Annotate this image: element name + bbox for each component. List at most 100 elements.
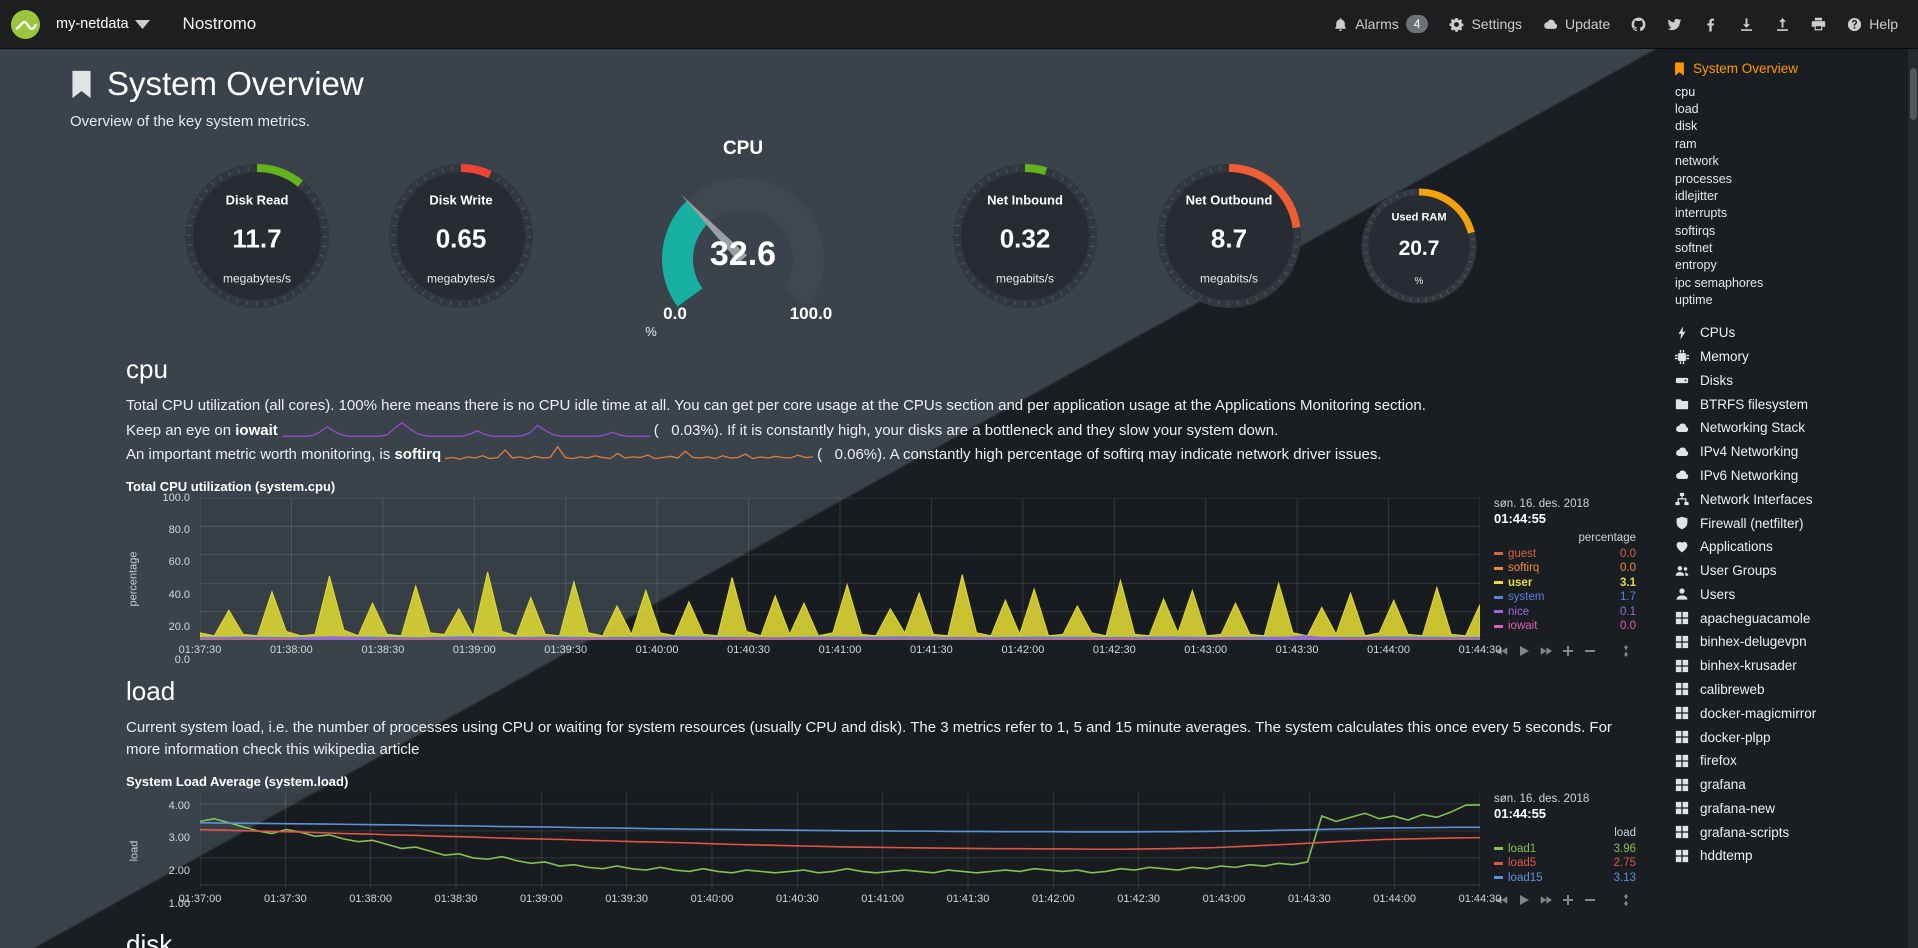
sidebar-subitem-processes[interactable]: processes bbox=[1675, 171, 1732, 186]
chart-pan-forward-button[interactable] bbox=[1540, 894, 1552, 906]
sidebar-subitem-ipc-semaphores[interactable]: ipc semaphores bbox=[1675, 275, 1764, 290]
sidebar-subitem-idlejitter[interactable]: idlejitter bbox=[1675, 188, 1719, 203]
sidebar-item-ipv6-networking[interactable]: IPv6 Networking bbox=[1674, 464, 1904, 488]
update-button[interactable]: Update bbox=[1543, 16, 1610, 32]
alarms-button[interactable]: Alarms 4 bbox=[1333, 15, 1429, 33]
cpu-gauge[interactable]: CPU 32.6 0.0 100.0% bbox=[598, 138, 888, 338]
chart-plot-area[interactable] bbox=[200, 792, 1480, 889]
help-button[interactable]: Help bbox=[1847, 16, 1898, 32]
question-circle-icon bbox=[1847, 17, 1862, 32]
sidebar-item-grafana[interactable]: grafana bbox=[1674, 773, 1904, 797]
sidebar-item-grafana-new[interactable]: grafana-new bbox=[1674, 797, 1904, 821]
sidebar-item-network-interfaces[interactable]: Network Interfaces bbox=[1674, 487, 1904, 511]
chart-resize-handle[interactable] bbox=[1620, 893, 1632, 906]
sidebar-subitem-load[interactable]: load bbox=[1675, 102, 1699, 117]
sidebar-item-docker-plpp[interactable]: docker-plpp bbox=[1674, 725, 1904, 749]
sidebar-item-users[interactable]: Users bbox=[1674, 582, 1904, 606]
legend-entry-iowait[interactable]: iowait 0.0 bbox=[1494, 619, 1636, 634]
sidebar-item-memory[interactable]: Memory bbox=[1674, 345, 1904, 369]
sidebar-item-firewall-netfilter[interactable]: Firewall (netfilter) bbox=[1674, 511, 1904, 535]
window-scrollbar[interactable] bbox=[1908, 49, 1918, 948]
chart-plot-area[interactable] bbox=[200, 497, 1480, 640]
sidebar-item-applications[interactable]: Applications bbox=[1674, 535, 1904, 559]
disk-section-heading: disk bbox=[126, 928, 173, 948]
gauges-row: Disk Read 11.7 megabytes/s Disk Write 0.65 m… bbox=[0, 138, 1662, 338]
sidebar-subitem-softnet[interactable]: softnet bbox=[1675, 241, 1713, 256]
sidebar-item-system-overview[interactable]: System Overview bbox=[1674, 61, 1904, 76]
sidebar-subitem-disk[interactable]: disk bbox=[1675, 119, 1698, 134]
sidebar-subitem-cpu[interactable]: cpu bbox=[1675, 84, 1696, 99]
chart-pan-backward-button[interactable] bbox=[1496, 894, 1508, 906]
sidebar-item-apacheguacamole[interactable]: apacheguacamole bbox=[1674, 606, 1904, 630]
sidebar-item-disks[interactable]: Disks bbox=[1674, 368, 1904, 392]
chart-zoom-in-button[interactable] bbox=[1562, 645, 1574, 657]
github-button[interactable] bbox=[1631, 17, 1646, 32]
legend-entry-softirq[interactable]: softirq 0.0 bbox=[1494, 561, 1636, 576]
sidebar-subitem-ram[interactable]: ram bbox=[1675, 136, 1697, 151]
chart-toolbox bbox=[1494, 644, 1636, 660]
sidebar-item-hddtemp[interactable]: hddtemp bbox=[1674, 844, 1904, 868]
chart-zoom-in-button[interactable] bbox=[1562, 894, 1574, 906]
my-netdata-dropdown[interactable]: my-netdata bbox=[56, 16, 150, 32]
legend-entry-load5[interactable]: load5 2.75 bbox=[1494, 856, 1636, 871]
legend-entry-guest[interactable]: guest 0.0 bbox=[1494, 547, 1636, 562]
sidebar-item-grafana-scripts[interactable]: grafana-scripts bbox=[1674, 820, 1904, 844]
chart-play-button[interactable] bbox=[1518, 645, 1530, 657]
sidebar-subitem-network[interactable]: network bbox=[1675, 154, 1719, 169]
netdata-logo[interactable] bbox=[10, 9, 41, 40]
sidebar-subitem-entropy[interactable]: entropy bbox=[1675, 258, 1717, 273]
grid-icon bbox=[1674, 682, 1690, 696]
legend-swatch bbox=[1494, 595, 1503, 599]
chart-pan-backward-button[interactable] bbox=[1496, 645, 1508, 657]
chart-zoom-out-button[interactable] bbox=[1584, 645, 1596, 657]
scrollbar-thumb[interactable] bbox=[1909, 68, 1917, 120]
net-outbound-gauge[interactable]: Net Outbound 8.7 megabits/s bbox=[1154, 161, 1304, 316]
sidebar-item-networking-stack[interactable]: Networking Stack bbox=[1674, 416, 1904, 440]
chart-play-button[interactable] bbox=[1518, 894, 1530, 906]
grid-icon bbox=[1674, 730, 1690, 744]
disk-read-gauge[interactable]: Disk Read 11.7 megabytes/s bbox=[182, 161, 332, 316]
legend-entry-nice[interactable]: nice 0.1 bbox=[1494, 605, 1636, 620]
download-button[interactable] bbox=[1739, 17, 1754, 32]
twitter-button[interactable] bbox=[1667, 17, 1682, 32]
hostname[interactable]: Nostromo bbox=[182, 14, 257, 33]
sidebar-item-btrfs-filesystem[interactable]: BTRFS filesystem bbox=[1674, 392, 1904, 416]
iowait-note-pre: Keep an eye on bbox=[126, 421, 236, 439]
sidebar-subitem-uptime[interactable]: uptime bbox=[1675, 293, 1713, 308]
sidebar-item-calibreweb[interactable]: calibreweb bbox=[1674, 678, 1904, 702]
sidebar-item-ipv4-networking[interactable]: IPv4 Networking bbox=[1674, 440, 1904, 464]
legend-entry-user[interactable]: user 3.1 bbox=[1494, 576, 1636, 591]
chart-legend[interactable]: søn. 16. des. 2018 01:44:55 load load1 3.96 l… bbox=[1486, 793, 1638, 909]
sidebar-subitem-interrupts[interactable]: interrupts bbox=[1675, 206, 1728, 221]
legend-swatch bbox=[1494, 847, 1503, 851]
sidebar-subitem-softirqs[interactable]: softirqs bbox=[1675, 223, 1716, 238]
disk-write-gauge[interactable]: Disk Write 0.65 megabytes/s bbox=[386, 161, 536, 316]
legend-entry-system[interactable]: system 1.7 bbox=[1494, 590, 1636, 605]
settings-button[interactable]: Settings bbox=[1449, 16, 1522, 32]
legend-entry-load1[interactable]: load1 3.96 bbox=[1494, 842, 1636, 857]
sidebar-item-user-groups[interactable]: User Groups bbox=[1674, 559, 1904, 583]
svg-text:Disk Write: Disk Write bbox=[429, 192, 492, 207]
facebook-button[interactable] bbox=[1703, 17, 1718, 32]
sidebar-item-binhex-delugevpn[interactable]: binhex-delugevpn bbox=[1674, 630, 1904, 654]
cpu-section-heading: cpu bbox=[126, 354, 168, 384]
sidebar-item-label: docker-plpp bbox=[1700, 729, 1771, 745]
print-button[interactable] bbox=[1811, 17, 1826, 32]
net-inbound-gauge[interactable]: Net Inbound 0.32 megabits/s bbox=[950, 161, 1100, 316]
chart-resize-handle[interactable] bbox=[1620, 644, 1632, 657]
twitter-icon bbox=[1667, 17, 1682, 32]
sidebar-item-cpus[interactable]: CPUs bbox=[1674, 321, 1904, 345]
chart-pan-forward-button[interactable] bbox=[1540, 645, 1552, 657]
upload-button[interactable] bbox=[1775, 17, 1790, 32]
sidebar-item-binhex-krusader[interactable]: binhex-krusader bbox=[1674, 654, 1904, 678]
legend-entry-load15[interactable]: load15 3.13 bbox=[1494, 871, 1636, 886]
update-label: Update bbox=[1565, 16, 1611, 32]
chart-legend[interactable]: søn. 16. des. 2018 01:44:55 percentage gues… bbox=[1486, 498, 1638, 660]
sidebar-item-firefox[interactable]: firefox bbox=[1674, 749, 1904, 773]
load-chart[interactable]: System Load Average (system.load) load 4.0… bbox=[126, 774, 1638, 910]
sidebar-item-docker-magicmirror[interactable]: docker-magicmirror bbox=[1674, 701, 1904, 725]
chart-zoom-out-button[interactable] bbox=[1584, 894, 1596, 906]
cpu-chart[interactable]: Total CPU utilization (system.cpu) percen… bbox=[126, 479, 1638, 666]
used-ram-gauge[interactable]: Used RAM 20.7% bbox=[1358, 185, 1480, 312]
grid-icon bbox=[1674, 635, 1690, 649]
